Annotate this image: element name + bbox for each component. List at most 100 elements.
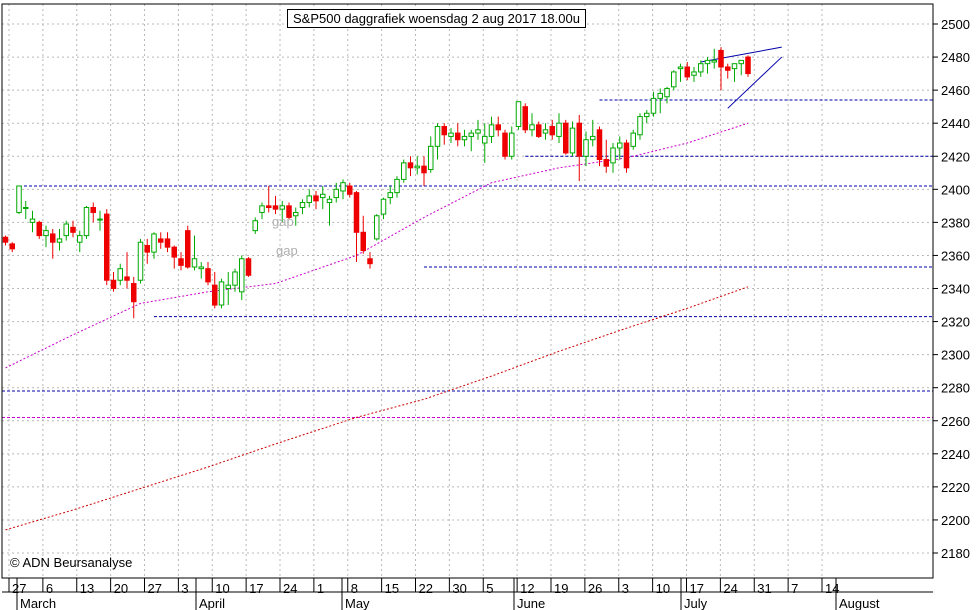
candle-down <box>212 284 218 306</box>
x-tick-label: 8 <box>351 581 358 596</box>
candle-up <box>225 284 231 290</box>
candle-down <box>684 66 690 78</box>
x-tick-label: 6 <box>46 581 53 596</box>
candle-down <box>353 192 360 233</box>
candle-down <box>178 258 184 266</box>
y-tick-label: 2460 <box>941 83 970 98</box>
gap-label: gap <box>276 243 298 258</box>
month-label: May <box>345 596 370 610</box>
candle-up <box>482 135 488 144</box>
candle-up <box>448 132 454 137</box>
candle-down <box>171 246 177 258</box>
x-tick-label: 17 <box>690 581 704 596</box>
candle-down <box>124 276 130 281</box>
candle-down <box>603 159 609 167</box>
candle-up <box>198 266 204 270</box>
candle-down <box>367 258 373 265</box>
candle-down <box>110 279 117 289</box>
y-tick-label: 2200 <box>941 513 970 528</box>
y-tick-label: 2500 <box>941 17 970 32</box>
candle-up <box>97 218 103 221</box>
x-tick-label: 10 <box>215 581 229 596</box>
axes: 2180220022202240226022802300232023402360… <box>1 3 970 610</box>
x-tick-label: 13 <box>80 581 94 596</box>
x-tick-label: 27 <box>12 581 26 596</box>
candle-down <box>549 125 555 136</box>
candle-up <box>374 215 380 240</box>
candle-up <box>56 238 63 243</box>
candle-down <box>596 129 603 161</box>
candle-up <box>333 188 339 199</box>
x-tick-label: 22 <box>419 581 433 596</box>
candle-down <box>576 122 582 157</box>
x-tick-label: 24 <box>283 581 297 596</box>
candle-down <box>360 231 366 251</box>
candle-up <box>657 92 663 99</box>
support-lines <box>2 99 933 418</box>
candle-up <box>461 135 468 141</box>
candle-up <box>83 206 90 237</box>
y-tick-label: 2400 <box>941 182 970 197</box>
y-tick-label: 2380 <box>941 215 970 230</box>
x-tick-label: 27 <box>148 581 162 596</box>
candle-up <box>23 206 29 209</box>
x-tick-label: 31 <box>757 581 771 596</box>
plot-frame <box>1 3 934 579</box>
candle-up <box>43 230 49 237</box>
candle-down <box>407 162 414 169</box>
trend-channel-lines <box>700 46 783 109</box>
month-label: July <box>684 596 708 610</box>
candle-up <box>671 71 677 88</box>
candle-down <box>158 238 164 243</box>
candle-up <box>299 202 306 208</box>
candle-down <box>421 165 427 174</box>
candle-down <box>164 238 171 248</box>
candle-up <box>556 122 562 137</box>
x-tick-label: 3 <box>181 581 188 596</box>
candle-up <box>340 182 346 192</box>
y-tick-label: 2320 <box>941 315 970 330</box>
candle-down <box>205 268 211 283</box>
x-tick-label: 20 <box>114 581 128 596</box>
candle-down <box>455 132 461 141</box>
candle-up <box>252 220 258 232</box>
candle-up <box>401 162 407 180</box>
candle-down <box>623 142 630 169</box>
x-tick-label: 1 <box>317 581 324 596</box>
candle-up <box>731 63 738 70</box>
candle-up <box>259 205 265 213</box>
month-label: April <box>199 596 225 610</box>
y-tick-label: 2480 <box>941 50 970 65</box>
ma-long-line <box>5 286 749 531</box>
candle-down <box>718 49 724 68</box>
x-tick-label: 17 <box>249 581 263 596</box>
candle-up <box>380 198 387 215</box>
candle-up <box>137 241 144 281</box>
candle-down <box>245 258 252 276</box>
candle-down <box>90 206 96 213</box>
candle-up <box>239 258 245 293</box>
candle-down <box>104 213 110 281</box>
candle-up <box>16 185 22 213</box>
candle-down <box>502 132 508 157</box>
y-tick-label: 2280 <box>941 381 970 396</box>
candle-up <box>387 192 393 199</box>
candle-up <box>77 235 83 243</box>
x-tick-label: 15 <box>385 581 399 596</box>
candle-down <box>347 185 353 195</box>
candle-up <box>509 132 515 157</box>
y-tick-label: 2360 <box>941 248 970 263</box>
candle-up <box>515 101 522 127</box>
candle-up <box>569 127 576 154</box>
month-label: August <box>839 596 880 610</box>
x-tick-label: 5 <box>486 581 493 596</box>
candle-up <box>488 124 495 137</box>
candle-up <box>434 125 441 147</box>
x-tick-label: 10 <box>656 581 670 596</box>
candle-up <box>664 87 670 98</box>
candle-down <box>441 125 447 136</box>
candle-down <box>272 205 279 210</box>
moving-averages <box>5 122 749 531</box>
y-tick-label: 2240 <box>941 447 970 462</box>
